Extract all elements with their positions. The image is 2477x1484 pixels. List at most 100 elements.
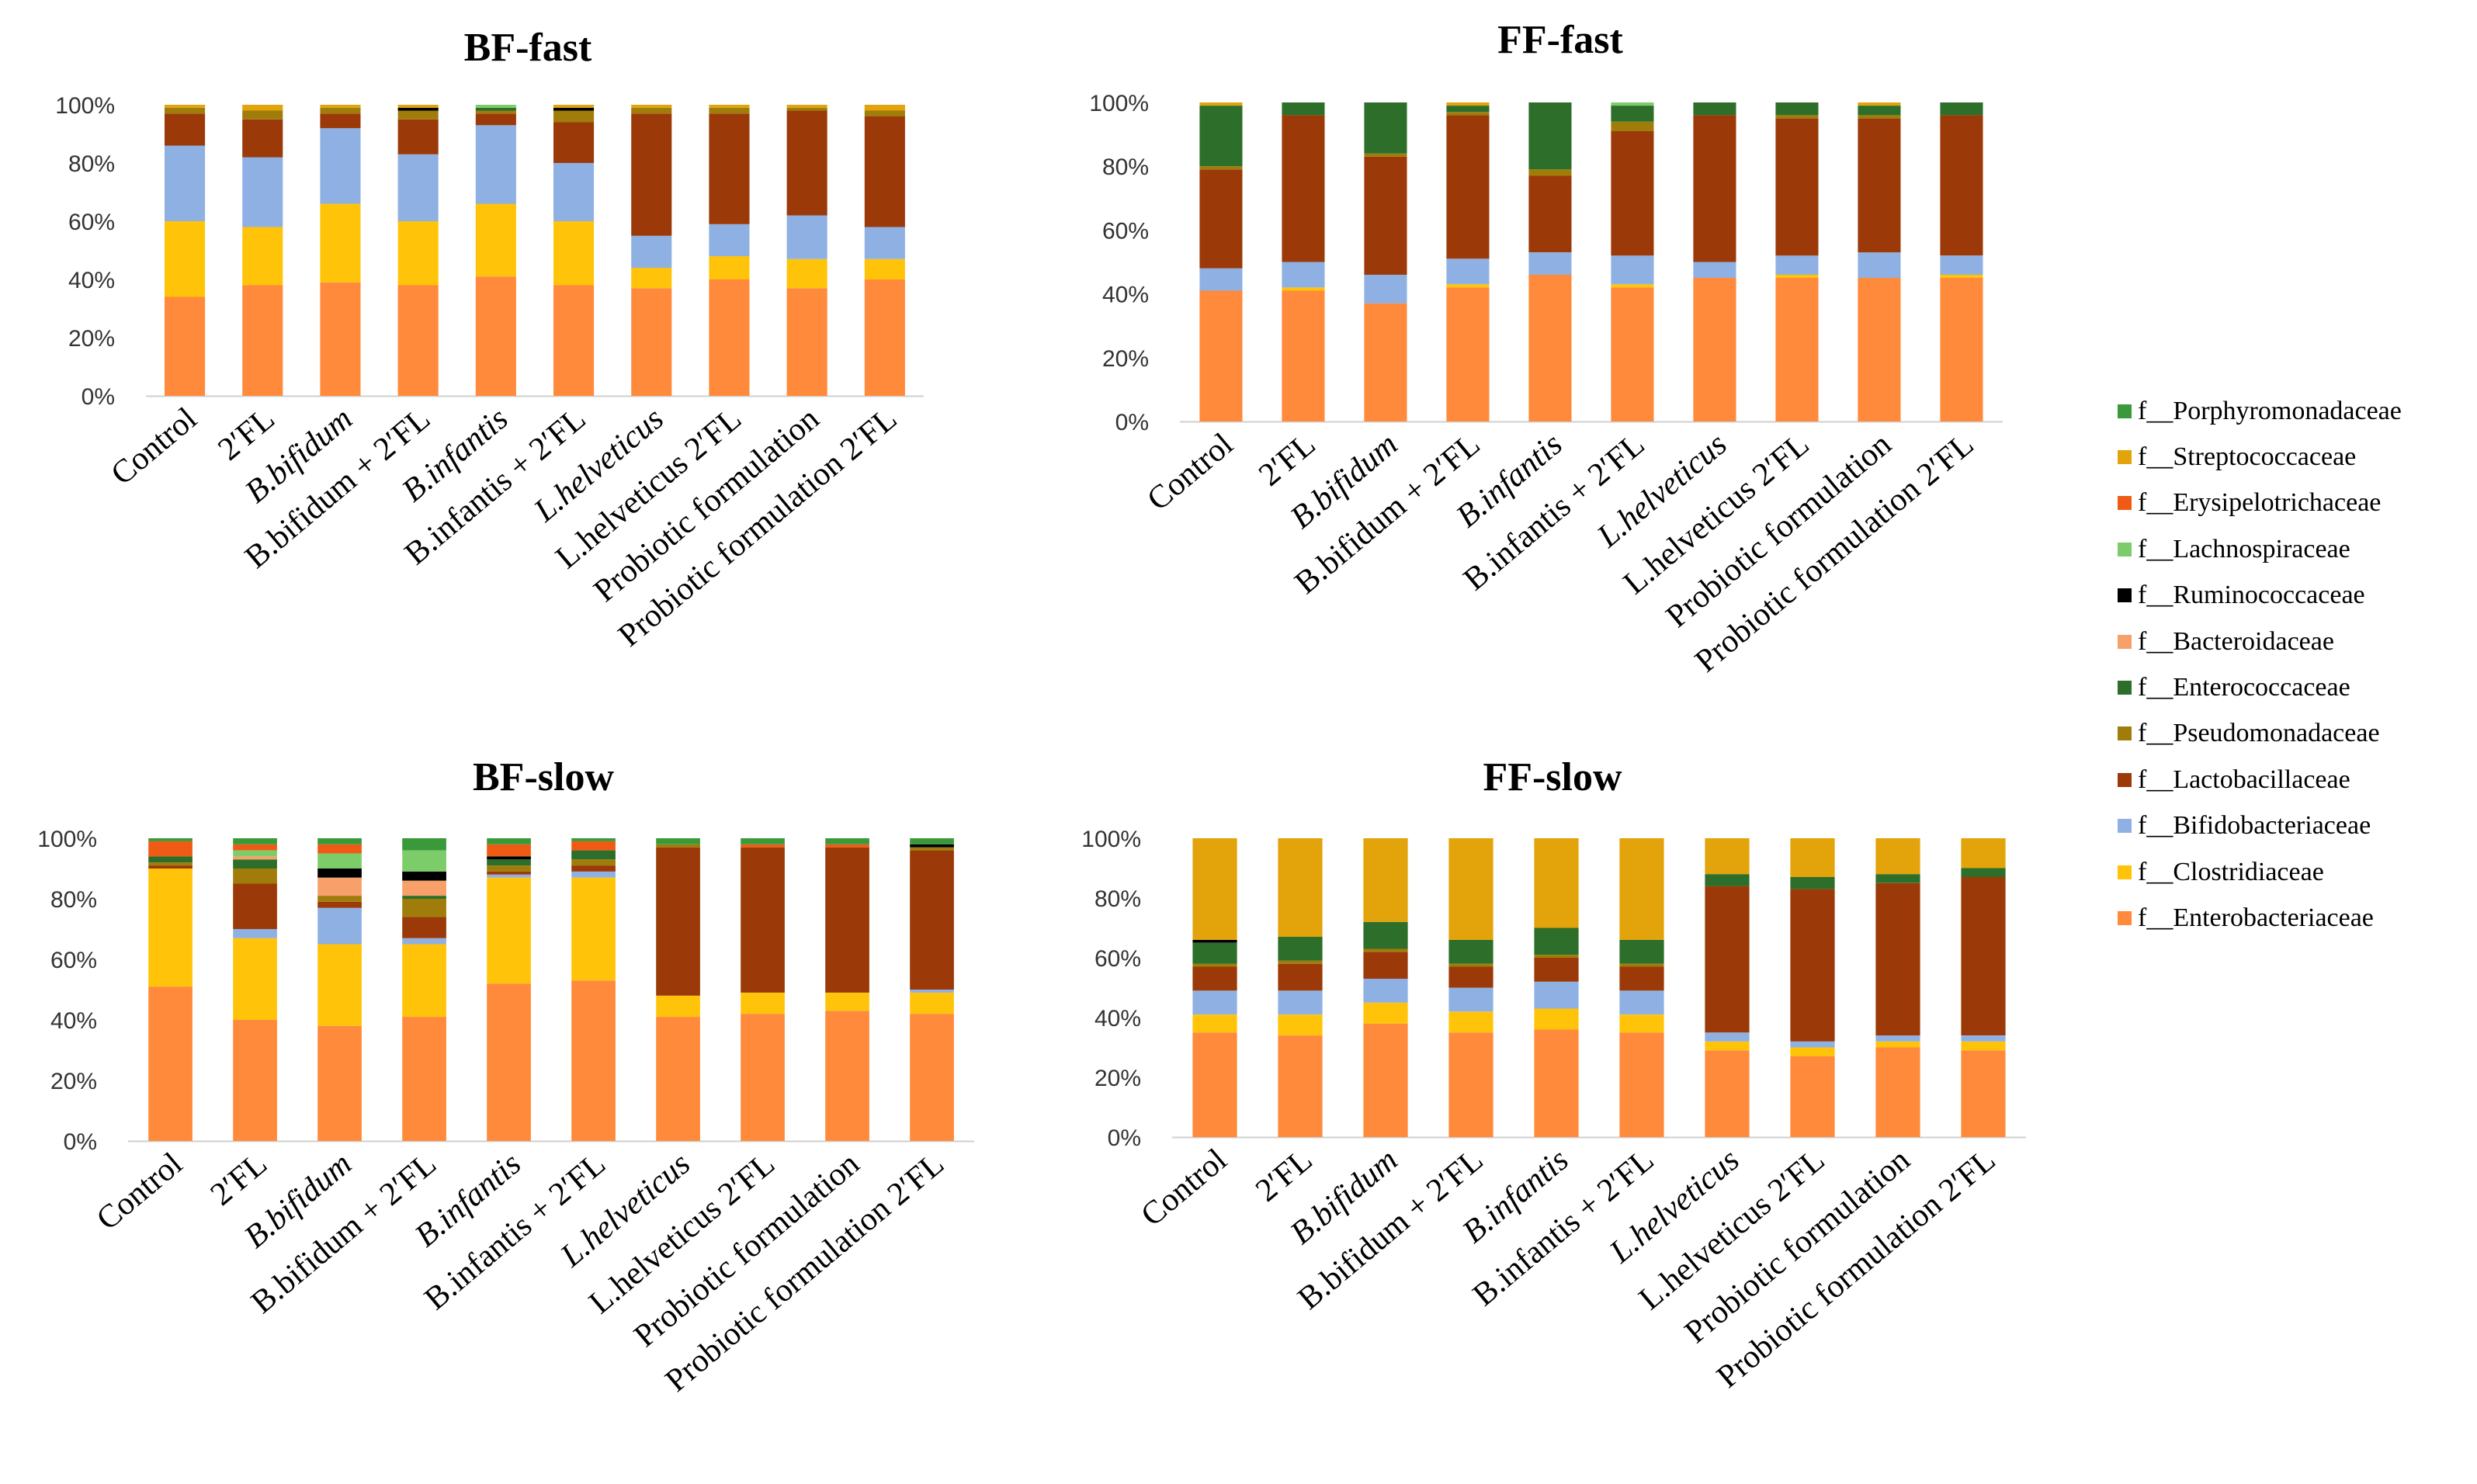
bar-segment: [397, 285, 439, 396]
y-tick-label: 0%: [1115, 410, 1149, 435]
bar-segment: [148, 856, 193, 863]
bar-segment: [1693, 115, 1736, 262]
bar-segment: [1278, 963, 1323, 991]
bar-segment: [1192, 838, 1237, 940]
legend-item: f__Porphyromonadaceae: [2118, 388, 2467, 434]
bar-segment: [1611, 287, 1654, 421]
y-tick-label: 60%: [50, 948, 97, 973]
bar-segment: [1364, 153, 1407, 157]
bar-segment: [233, 883, 277, 929]
y-tick-label: 40%: [1102, 283, 1149, 308]
bar-segment: [1875, 874, 1920, 883]
bar-segment: [553, 163, 595, 221]
bar-segment: [1534, 838, 1579, 928]
bar-segment: [233, 850, 277, 857]
bar-segment: [1192, 1032, 1237, 1138]
bar-segment: [320, 128, 361, 204]
bar-segment: [1192, 942, 1237, 964]
bar-segment: [1619, 939, 1664, 964]
x-tick-label: 2′FL: [1249, 1142, 1319, 1208]
bar-segment: [317, 1025, 362, 1141]
legend-label: f__Lactobacillaceae: [2138, 765, 2350, 794]
bar-segment: [1611, 284, 1654, 288]
bar-segment: [1611, 121, 1654, 131]
legend-label: f__Bifidobacteriaceae: [2138, 811, 2371, 841]
bar-segment: [786, 110, 827, 216]
bar-segment: [1875, 1041, 1920, 1048]
bar-segment: [148, 869, 193, 987]
bar-segment: [1619, 838, 1664, 940]
bar-segment: [233, 929, 277, 938]
bar-segment: [553, 107, 595, 111]
bar-segment: [1611, 102, 1654, 106]
bar-segment: [487, 871, 531, 875]
bar-segment: [1192, 1014, 1237, 1033]
bar-segment: [1858, 115, 1901, 119]
y-tick-label: 100%: [55, 93, 115, 119]
bar-segment: [1364, 156, 1407, 275]
bar-segment: [1705, 1041, 1750, 1051]
bar-segment: [233, 838, 277, 844]
bar-segment: [1790, 889, 1835, 1042]
bar-segment: [475, 125, 516, 204]
bar-segment: [1448, 963, 1493, 967]
bar-segment: [1278, 1035, 1323, 1137]
bar-segment: [656, 1017, 700, 1141]
bar-segment: [1282, 290, 1325, 421]
legend-label: f__Ruminococcaceae: [2138, 581, 2365, 610]
bar-segment: [553, 221, 595, 286]
bar-segment: [1363, 1002, 1408, 1024]
bar-segment: [1199, 290, 1243, 421]
bar-segment: [1961, 1050, 2006, 1137]
bar-segment: [1875, 838, 1920, 875]
bar-segment: [910, 1014, 954, 1141]
bar-segment: [1364, 102, 1407, 154]
bar-segment: [1282, 262, 1325, 288]
y-tick-label: 80%: [50, 887, 97, 913]
bar-segment: [1528, 252, 1572, 275]
y-tick-label: 100%: [1081, 827, 1141, 852]
bar-segment: [148, 841, 193, 857]
bar-segment: [1448, 1011, 1493, 1033]
bar-segment: [1446, 287, 1490, 421]
y-tick-label: 20%: [1102, 346, 1149, 372]
bar-segment: [1790, 1041, 1835, 1048]
bar-segment: [402, 896, 446, 899]
bar-segment: [631, 105, 672, 108]
bar-segment: [910, 990, 954, 993]
bar-segment: [1875, 1035, 1920, 1042]
bar-segment: [825, 838, 869, 844]
legend-item: f__Ruminococcaceae: [2118, 573, 2467, 619]
legend-swatch: [2118, 450, 2132, 465]
bar-segment: [910, 838, 954, 844]
bar-segment: [786, 258, 827, 289]
legend-label: f__Enterobacteriaceae: [2138, 903, 2374, 932]
bar-segment: [631, 235, 672, 269]
legend-swatch: [2118, 910, 2132, 925]
bar-segment: [1705, 886, 1750, 1033]
legend-label: f__Erysipelotrichaceae: [2138, 488, 2382, 518]
y-tick-label: 0%: [82, 384, 115, 410]
legend-item: f__Bacteroidaceae: [2118, 619, 2467, 664]
bar-segment: [1961, 1035, 2006, 1042]
bar-segment: [317, 869, 362, 878]
x-tick-label: Control: [1135, 1142, 1234, 1233]
bar-segment: [1875, 1047, 1920, 1137]
bar-segment: [317, 944, 362, 1026]
legend-item: f__Enterobacteriaceae: [2118, 895, 2467, 941]
bar-segment: [402, 880, 446, 896]
bar-segment: [1693, 262, 1736, 278]
bar-segment: [709, 279, 750, 396]
bar-segment: [656, 838, 700, 844]
chart-title: FF-slow: [1483, 755, 1622, 799]
bar-segment: [1961, 868, 2006, 877]
bar-segment: [1534, 1029, 1579, 1137]
bar-segment: [1705, 1050, 1750, 1137]
bar-segment: [1534, 1008, 1579, 1030]
bar-segment: [709, 105, 750, 108]
x-tick-label: 2′FL: [204, 1146, 274, 1212]
bar-segment: [910, 844, 954, 848]
bar-segment: [571, 841, 616, 851]
bar-segment: [1528, 169, 1572, 176]
bar-segment: [487, 874, 531, 878]
